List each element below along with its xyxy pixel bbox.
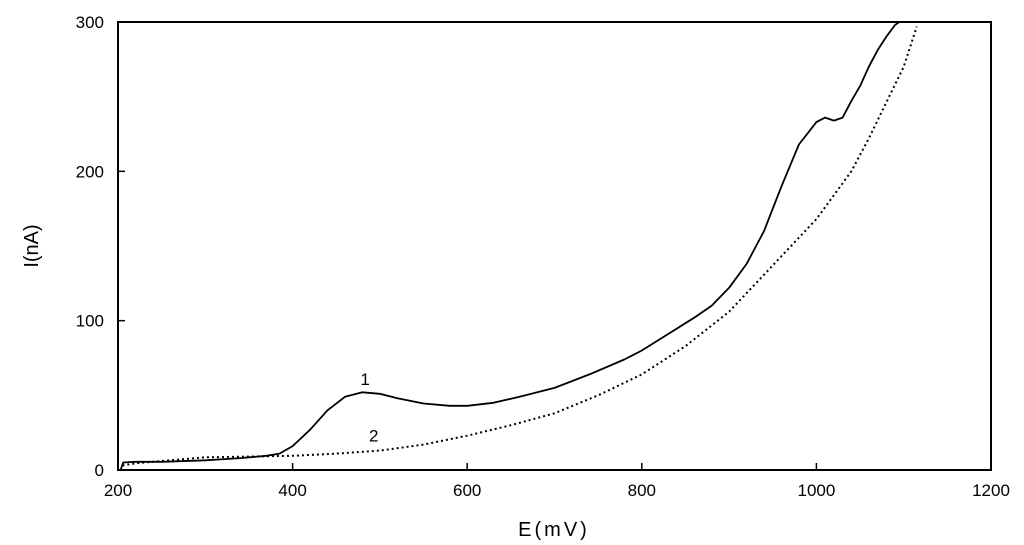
y-axis-title: I(nA)	[21, 224, 43, 267]
plot-frame	[117, 21, 992, 471]
x-axis-title: E(mV)	[518, 519, 590, 541]
x-tick-label: 1200	[972, 481, 1010, 500]
x-tick-label: 200	[104, 481, 132, 500]
series-label-2: 2	[369, 427, 378, 446]
y-tick-label: 300	[76, 13, 104, 32]
series-line-1	[119, 22, 900, 470]
y-tick-label: 0	[95, 461, 104, 480]
x-tick-label: 400	[278, 481, 306, 500]
x-tick-label: 800	[628, 481, 656, 500]
x-tick-label: 1000	[797, 481, 835, 500]
series-line-2	[122, 26, 918, 467]
plot-area: 200 400 600 800 1000 1200 0 100 200 300 1 2	[76, 13, 1010, 500]
series-label-1: 1	[360, 370, 369, 389]
y-tick-label: 200	[76, 162, 104, 181]
y-tick-label: 100	[76, 312, 104, 331]
x-tick-label: 600	[453, 481, 481, 500]
